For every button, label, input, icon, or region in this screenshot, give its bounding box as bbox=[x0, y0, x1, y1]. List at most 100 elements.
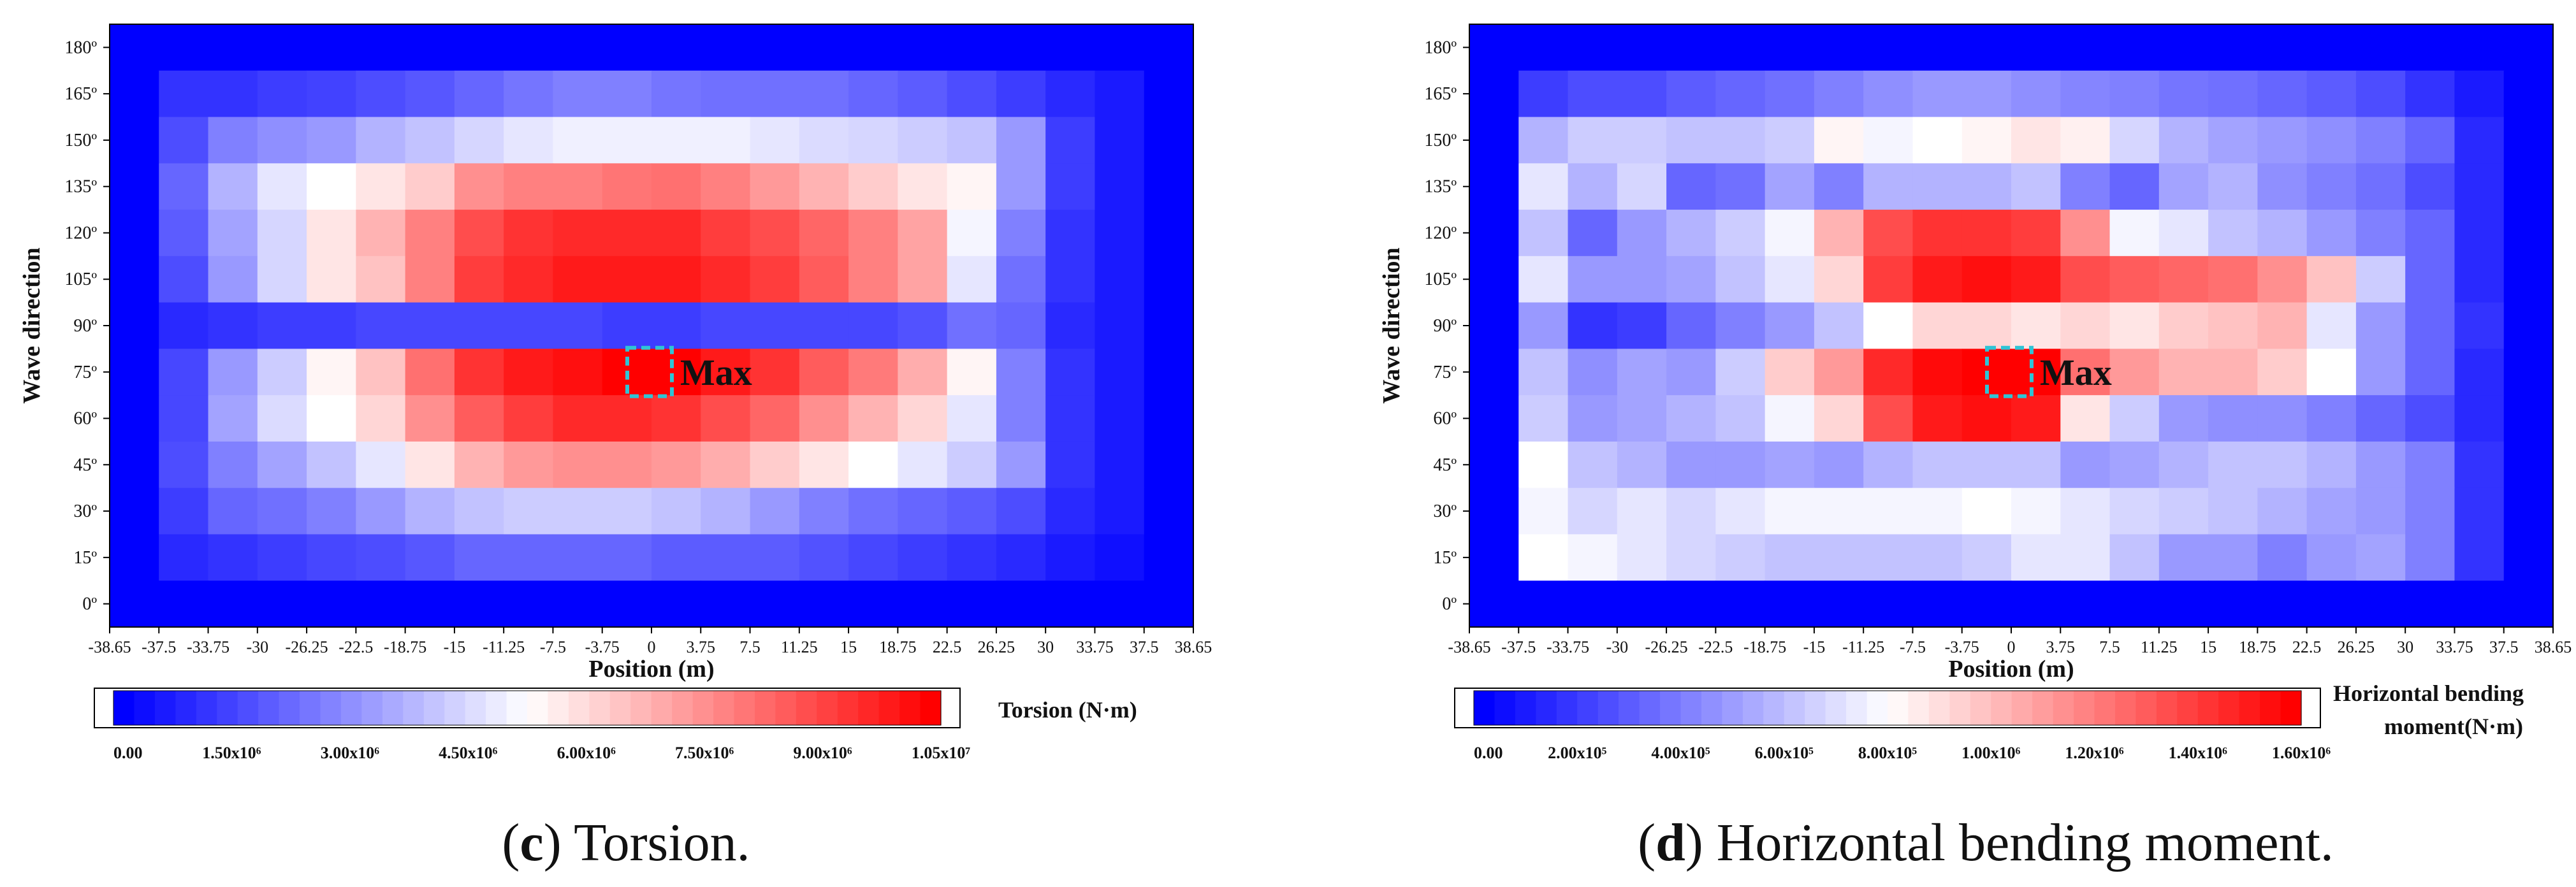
heatmap-cell bbox=[159, 581, 209, 628]
max-label: Max bbox=[2040, 352, 2112, 393]
heatmap-cell bbox=[2257, 117, 2308, 164]
heatmap-cell bbox=[2454, 395, 2505, 442]
heatmap-cell bbox=[996, 441, 1046, 489]
heatmap-cell bbox=[1045, 210, 1096, 257]
y-tick-label: 180º bbox=[64, 38, 97, 57]
heatmap-cell bbox=[1144, 117, 1194, 164]
heatmap-cell bbox=[799, 163, 849, 210]
x-tick-label: 30 bbox=[2397, 638, 2413, 656]
colorbar-step bbox=[589, 691, 611, 725]
x-tick-label: 38.65 bbox=[2535, 638, 2572, 656]
heatmap-cell bbox=[307, 302, 356, 349]
heatmap-cell bbox=[1144, 487, 1194, 535]
heatmap-cell bbox=[602, 256, 652, 303]
heatmap-cell bbox=[898, 302, 948, 349]
heatmap-cell bbox=[996, 395, 1046, 442]
heatmap-cell bbox=[2060, 210, 2111, 257]
colorbar-step bbox=[175, 691, 197, 725]
heatmap-cell bbox=[1144, 534, 1194, 581]
heatmap-cell bbox=[947, 163, 997, 210]
heatmap-cell bbox=[651, 70, 701, 118]
colorbar-inner-frame bbox=[113, 690, 942, 726]
heatmap-cell bbox=[553, 349, 603, 396]
heatmap-cell bbox=[602, 210, 652, 257]
colorbar-step bbox=[1928, 691, 1950, 725]
heatmap-cell bbox=[553, 581, 603, 628]
heatmap-cell bbox=[307, 210, 356, 257]
heatmap-cell bbox=[848, 487, 898, 535]
heatmap-cell bbox=[1814, 441, 1864, 489]
heatmap-cell bbox=[1863, 581, 1914, 628]
heatmap-cell bbox=[2355, 581, 2406, 628]
heatmap-cell bbox=[2454, 117, 2505, 164]
y-tick-label: 120º bbox=[1424, 223, 1457, 243]
heatmap-cell bbox=[1765, 24, 1815, 71]
colorbar-step bbox=[630, 691, 652, 725]
heatmap-cell bbox=[405, 395, 455, 442]
colorbar-step bbox=[692, 691, 714, 725]
heatmap-cell bbox=[110, 395, 159, 442]
heatmap-cell bbox=[1765, 581, 1815, 628]
heatmap-cell bbox=[2257, 256, 2308, 303]
heatmap-cell bbox=[1617, 210, 1667, 257]
heatmap-cell bbox=[848, 395, 898, 442]
heatmap-cell bbox=[1765, 534, 1815, 581]
heatmap-cell bbox=[504, 24, 554, 71]
heatmap-cell bbox=[2503, 441, 2554, 489]
colorbar-label: Torsion (N·m) bbox=[998, 697, 1137, 723]
heatmap-cell bbox=[651, 24, 701, 71]
colorbar-label-line2: moment(N·m) bbox=[2384, 714, 2523, 739]
heatmap-cell bbox=[651, 210, 701, 257]
heatmap-cell bbox=[1961, 302, 2012, 349]
heatmap-cell bbox=[651, 581, 701, 628]
heatmap-cell bbox=[848, 349, 898, 396]
heatmap-cell bbox=[2158, 163, 2209, 210]
x-tick-label: 37.5 bbox=[2489, 638, 2519, 656]
x-axis-title: Position (m) bbox=[1948, 656, 2074, 682]
heatmap-cell bbox=[947, 210, 997, 257]
heatmap-cell bbox=[898, 163, 948, 210]
heatmap-cell bbox=[405, 534, 455, 581]
heatmap-cell bbox=[1469, 302, 1519, 349]
heatmap-cell bbox=[1666, 534, 1716, 581]
heatmap-cell bbox=[454, 349, 504, 396]
colorbar: 0.00 2.00x10⁵ 4.00x10⁵ 6.00x10⁵ 8.00x10⁵ 1.00… bbox=[1454, 681, 2524, 762]
heatmap-cell bbox=[1144, 395, 1194, 442]
heatmap-cell bbox=[553, 395, 603, 442]
heatmap-cell bbox=[848, 441, 898, 489]
heatmap-cell bbox=[2454, 24, 2505, 71]
x-tick-label: 3.75 bbox=[2046, 638, 2076, 656]
heatmap-cell bbox=[2454, 487, 2505, 535]
heatmap-cell bbox=[2503, 210, 2554, 257]
heatmap-cell bbox=[1469, 395, 1519, 442]
heatmap-cell bbox=[2060, 163, 2111, 210]
heatmap-cell bbox=[750, 163, 800, 210]
colorbar-step bbox=[858, 691, 880, 725]
heatmap-cell bbox=[1469, 24, 1519, 71]
heatmap-cell bbox=[454, 534, 504, 581]
heatmap-cell bbox=[750, 487, 800, 535]
heatmap-cell bbox=[2060, 302, 2111, 349]
heatmap-cell bbox=[1144, 302, 1194, 349]
colorbar-step bbox=[2239, 691, 2260, 725]
colorbar-tick-label: 4.50x10⁶ bbox=[439, 744, 498, 762]
heatmap-cell bbox=[2503, 24, 2554, 71]
colorbar-step bbox=[878, 691, 900, 725]
heatmap-cell bbox=[1144, 24, 1194, 71]
heatmap-cell bbox=[1095, 163, 1145, 210]
heatmap-cell bbox=[1715, 395, 1766, 442]
heatmap-cell bbox=[1144, 70, 1194, 118]
heatmap-cell bbox=[1814, 395, 1864, 442]
heatmap-cell bbox=[1863, 70, 1914, 118]
y-tick-label: 45º bbox=[73, 455, 97, 475]
heatmap-cell bbox=[651, 256, 701, 303]
heatmap-cell bbox=[2405, 70, 2456, 118]
colorbar-step bbox=[2218, 691, 2240, 725]
heatmap-cell bbox=[2306, 256, 2357, 303]
heatmap-cell bbox=[1469, 349, 1519, 396]
heatmap-cell bbox=[504, 210, 554, 257]
colorbar-tick-label: 1.00x10⁶ bbox=[1961, 744, 2021, 762]
heatmap-cell bbox=[750, 24, 800, 71]
heatmap-cell bbox=[1912, 441, 1963, 489]
heatmap-cell bbox=[799, 256, 849, 303]
